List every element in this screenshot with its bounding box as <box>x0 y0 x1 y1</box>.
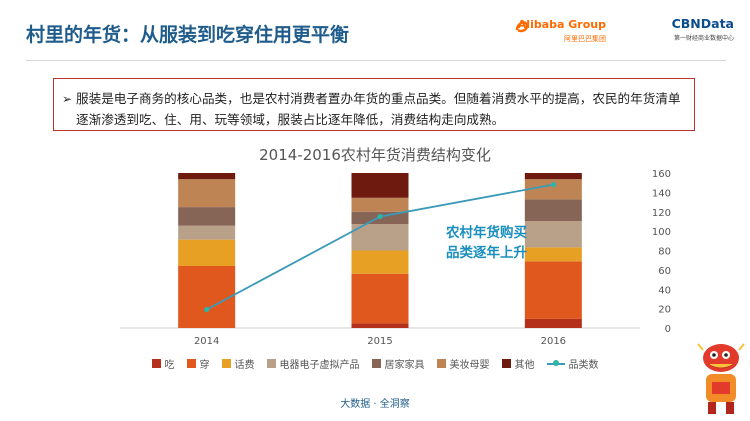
y2-tick-label: 160 <box>652 169 671 180</box>
lion-mascot-icon <box>697 343 745 414</box>
legend-swatch <box>151 359 161 368</box>
cbndata-logo-text: CBNData <box>671 16 734 31</box>
legend-item: 吃 <box>151 356 175 371</box>
legend-swatch <box>221 359 231 368</box>
bar-segment-2016-吃 <box>524 318 582 328</box>
legend-label: 话费 <box>234 360 255 371</box>
bar-segment-2014-居家家具 <box>178 207 236 226</box>
alibaba-logo-subtext: 阿里巴巴集团 <box>564 35 606 43</box>
legend-swatch <box>186 359 196 368</box>
x-tick-label: 2015 <box>367 336 392 347</box>
summary-box: ➢ 服装是电子商务的核心品类，也是农村消费者置办年货的重点品类。但随着消费水平的… <box>53 78 695 131</box>
legend-item: 话费 <box>221 356 255 371</box>
bar-segment-2016-美妆母婴 <box>524 179 582 200</box>
arrow-bullet-icon: ➢ <box>62 92 73 106</box>
legend-swatch <box>501 359 511 368</box>
legend-label: 电器电子虚拟产品 <box>279 360 360 371</box>
bar-segment-2016-电器电子虚拟产品 <box>524 221 582 248</box>
y2-tick-label: 80 <box>658 247 671 258</box>
chart-title: 2014-2016农村年货消费结构变化 <box>259 146 491 164</box>
y2-tick-label: 100 <box>652 227 671 238</box>
bar-segment-2015-电器电子虚拟产品 <box>351 224 409 251</box>
legend-label: 其他 <box>514 360 535 371</box>
line-point-2014 <box>204 306 210 313</box>
bar-segment-2016-话费 <box>524 247 582 262</box>
y2-tick-label: 140 <box>652 188 671 199</box>
bar-segment-2014-穿 <box>178 266 236 328</box>
bar-segment-2015-话费 <box>351 250 409 274</box>
legend-label: 穿 <box>199 360 210 371</box>
legend-item: 穿 <box>186 356 210 371</box>
y2-tick-label: 120 <box>652 208 671 219</box>
page-title: 村里的年货：从服装到吃穿住用更平衡 <box>26 24 350 46</box>
y2-tick-label: 40 <box>658 285 671 296</box>
summary-text: 服装是电子商务的核心品类，也是农村消费者置办年货的重点品类。但随着消费水平的提高… <box>76 91 681 127</box>
legend-item: 美妆母婴 <box>436 356 490 371</box>
footer-slogan: 大数据 · 全洞察 <box>340 399 410 410</box>
bar-segment-2015-吃 <box>351 323 409 328</box>
x-tick-label: 2014 <box>194 336 219 347</box>
legend-label: 美妆母婴 <box>449 360 490 371</box>
bar-segment-2016-其他 <box>524 173 582 180</box>
chart-callout: 农村年货购买品类逐年上升 <box>446 225 527 261</box>
x-tick-label: 2016 <box>541 336 566 347</box>
bar-segment-2014-美妆母婴 <box>178 179 236 208</box>
bar-segment-2016-穿 <box>524 261 582 319</box>
legend-label: 品类数 <box>568 360 599 371</box>
cbndata-logo-subtext: 第一财经商业数据中心 <box>673 35 734 42</box>
legend-item: 居家家具 <box>371 356 425 371</box>
bar-segment-2014-其他 <box>178 173 236 180</box>
legend-swatch <box>371 359 381 368</box>
title-divider <box>26 60 726 61</box>
y2-tick-label: 20 <box>658 305 671 316</box>
bar-segment-2015-穿 <box>351 273 409 324</box>
legend-line-swatch <box>546 359 565 368</box>
chart-legend: 吃 穿 话费 电器电子虚拟产品 居家家具 美妆母婴 其他 品类数 <box>0 356 750 371</box>
bar-segment-2015-美妆母婴 <box>351 197 409 212</box>
legend-item: 电器电子虚拟产品 <box>266 356 360 371</box>
legend-item: 品类数 <box>546 356 599 371</box>
y2-tick-label: 0 <box>665 324 671 335</box>
bar-segment-2014-电器电子虚拟产品 <box>178 225 236 240</box>
alibaba-logo-icon <box>515 21 529 33</box>
line-point-2016 <box>550 182 556 188</box>
bar-segment-2016-居家家具 <box>524 199 582 222</box>
bar-segment-2015-其他 <box>351 173 409 198</box>
legend-item: 其他 <box>501 356 535 371</box>
legend-label: 居家家具 <box>384 360 425 371</box>
y2-tick-label: 60 <box>658 266 671 277</box>
alibaba-logo-text: Alibaba Group <box>517 18 606 31</box>
legend-swatch <box>436 359 446 368</box>
line-point-2015 <box>377 213 383 220</box>
legend-swatch <box>266 359 276 368</box>
legend-label: 吃 <box>164 360 175 371</box>
bar-segment-2014-话费 <box>178 239 236 266</box>
